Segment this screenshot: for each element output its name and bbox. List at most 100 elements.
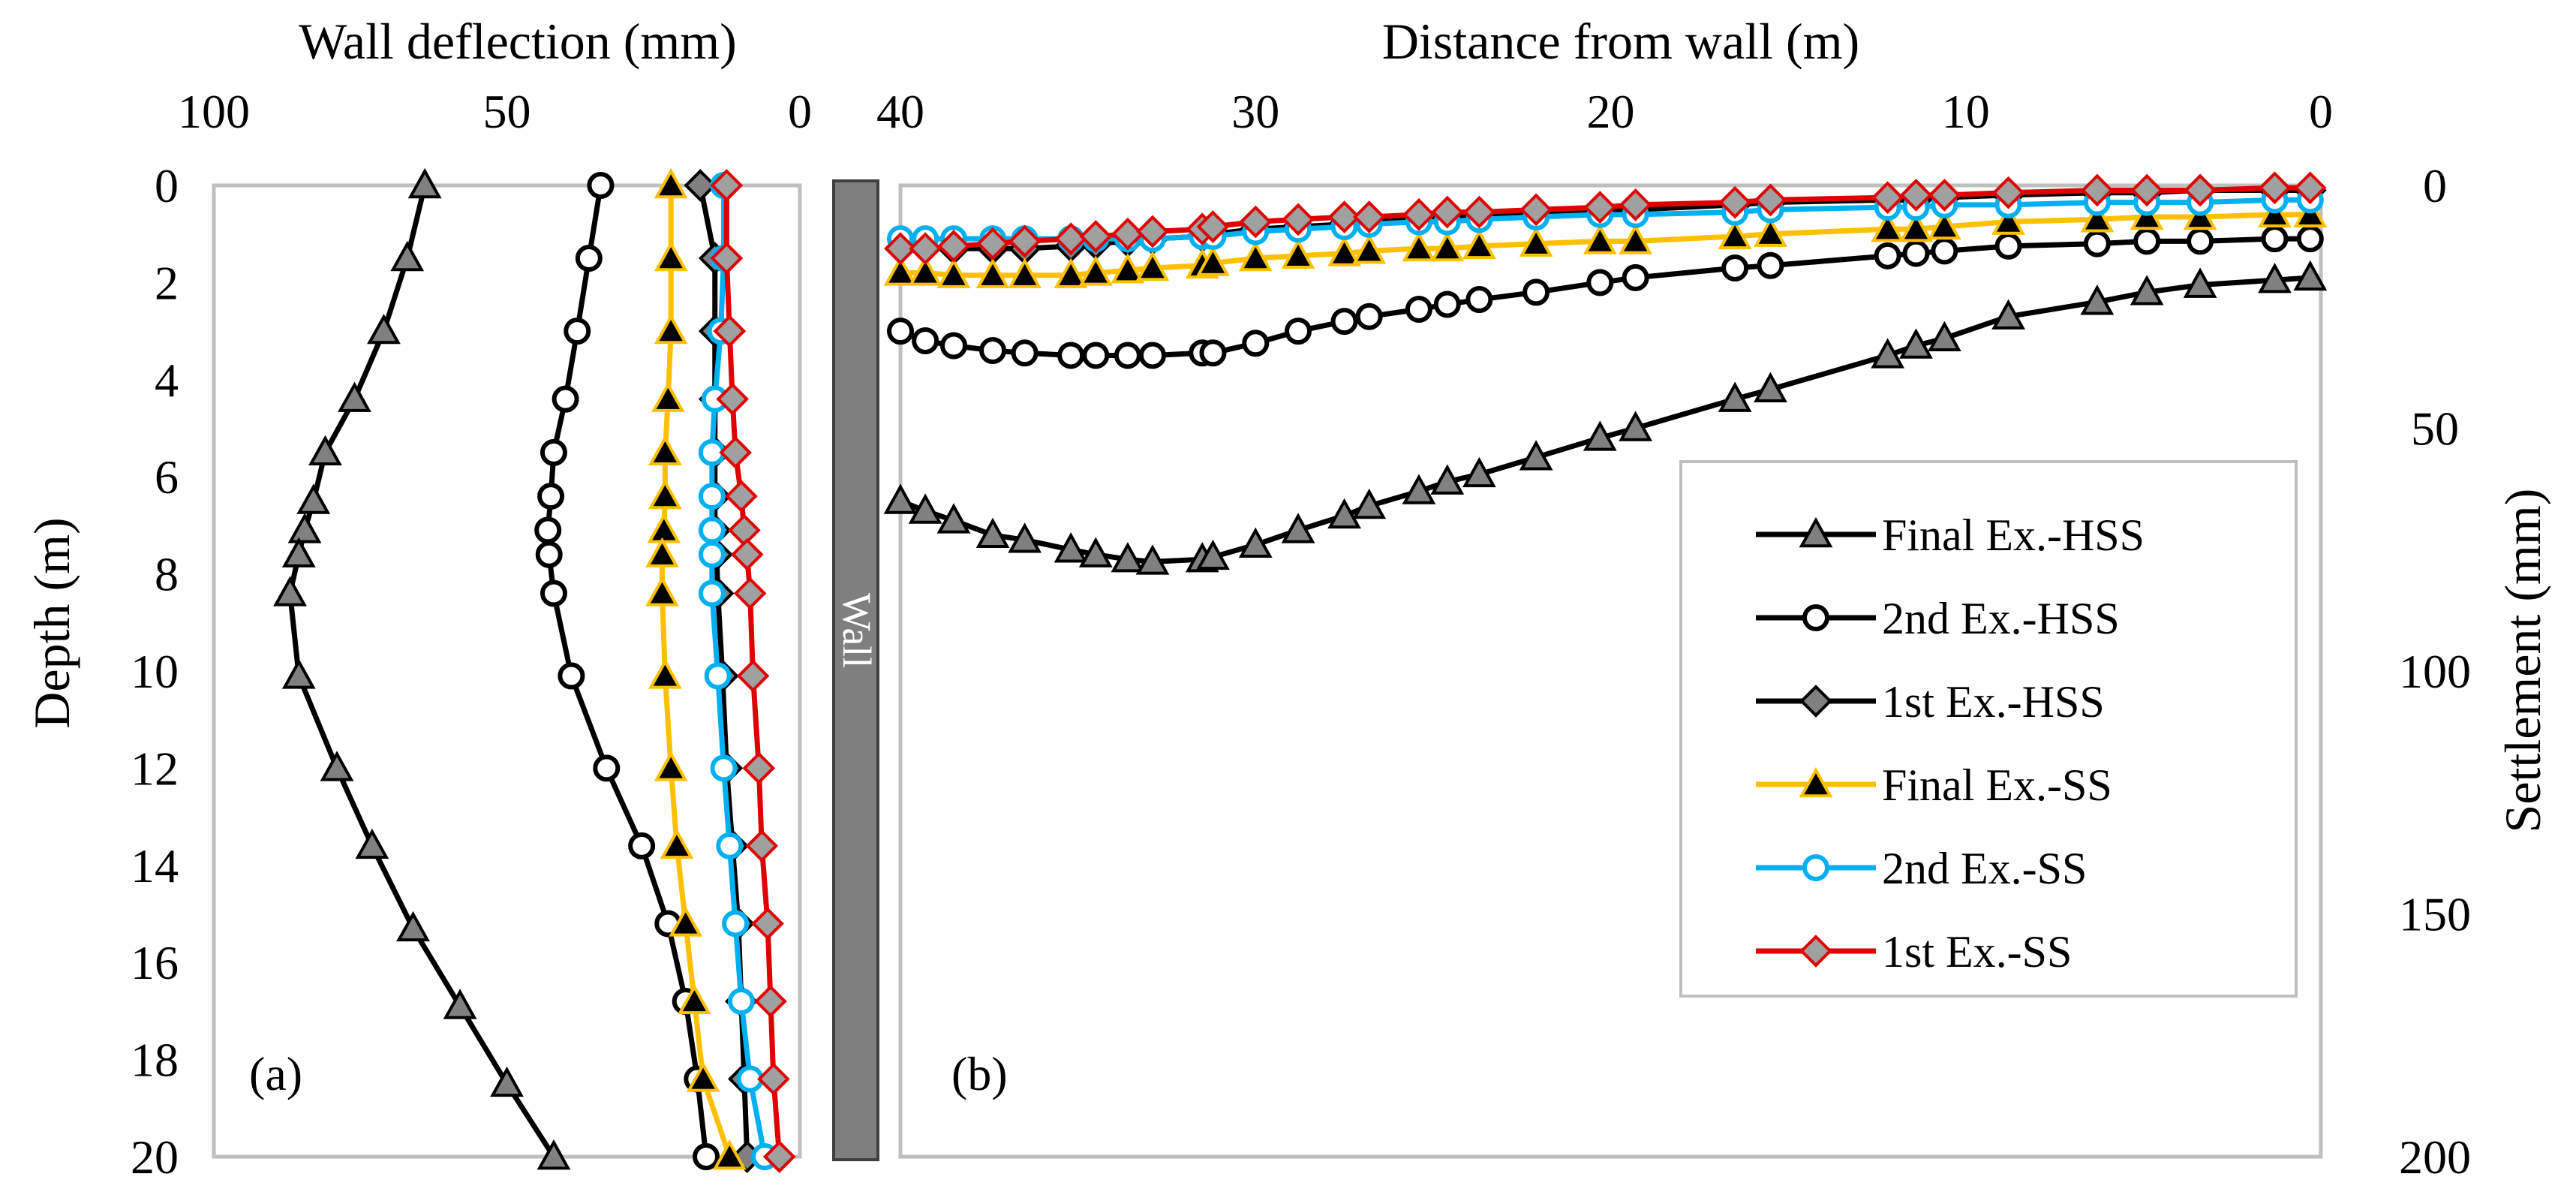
panel-b-point-1st-ex-ss [1196, 210, 1230, 243]
panel-b-point-2nd-ex-hss [1057, 342, 1085, 369]
panel-b-point-final-ex-ss [1008, 257, 1042, 288]
panel-b-point-2nd-ex-hss [2261, 225, 2289, 253]
panel-b-point-final-ex-hss [1054, 532, 1088, 563]
panel-a-line-final-ex-ss [659, 185, 732, 1158]
panel-b-point-final-ex-ss [1583, 224, 1617, 254]
panel-a-point-1st-ex-ss [754, 985, 787, 1018]
panel-b-point-1st-ex-ss [1239, 205, 1273, 239]
panel-b-point-final-ex-hss [1196, 539, 1230, 570]
panel-b-point-1st-ex-ss [1282, 203, 1315, 236]
panel-a-point-2nd-ex-ss [698, 579, 726, 607]
legend-marker-2nd-ex-ss [1802, 854, 1829, 881]
panel-b-point-2nd-ex-hss [1139, 342, 1167, 369]
panel-b-point-2nd-ex-hss [1902, 239, 1930, 267]
panel-b-point-final-ex-hss [1899, 328, 1933, 359]
panel-a-point-2nd-ex-hss [552, 385, 579, 413]
panel-b-point-final-ex-ss [1238, 240, 1273, 272]
panel-b-point-final-ex-ss [1619, 224, 1653, 254]
panel-b-y-axis-title: Settlement (mm) [2494, 489, 2551, 833]
panel-a-point-2nd-ex-ss [716, 832, 744, 859]
panel-a-y-tick: 16 [131, 936, 179, 989]
panel-b-point-1st-ex-ss [937, 230, 970, 263]
panel-a-point-final-ex-hss [273, 576, 307, 607]
panel-b-point-final-ex-hss [883, 483, 918, 514]
panel-b-point-final-ex-hss [1718, 381, 1752, 412]
panel-b-point-2nd-ex-hss [1082, 342, 1110, 369]
panel-a-point-2nd-ex-ss [722, 910, 750, 938]
panel-b-point-final-ex-hss [1402, 474, 1436, 504]
panel-a-y-tick: 20 [131, 1130, 179, 1184]
panel-b-point-1st-ex-ss [1352, 200, 1386, 233]
panel-b-point-final-ex-ss [908, 255, 942, 286]
panel-b-point-1st-ex-ss [2258, 171, 2292, 205]
wall [832, 179, 879, 1161]
panel-a-point-final-ex-ss [654, 313, 688, 345]
panel-b-point-final-ex-ss [975, 257, 1010, 288]
panel-a-point-1st-ex-ss [751, 907, 784, 941]
panel-a-y-tick: 14 [131, 839, 179, 892]
panel-a-y-tick: 2 [155, 256, 179, 309]
panel-b-point-1st-ex-ss [1402, 197, 1435, 231]
panel-b-point-1st-ex-ss [2081, 173, 2114, 207]
panel-b-point-2nd-ex-hss [1622, 263, 1649, 291]
panel-a-point-final-ex-hss [296, 483, 331, 514]
panel-b-point-final-ex-ss [1054, 257, 1088, 288]
panel-b-point-final-ex-ss [1462, 228, 1496, 260]
panel-b-x-axis-title: Distance from wall (m) [1382, 13, 1859, 70]
panel-b-point-final-ex-hss [2080, 284, 2115, 315]
panel-a-line-1st-ex-ss [723, 185, 783, 1157]
panel-a-point-1st-ex-ss [762, 1140, 796, 1173]
panel-b-point-1st-ex-ss [1327, 200, 1361, 233]
panel-a-point-1st-ex-ss [730, 537, 764, 571]
panel-a-frame [212, 183, 802, 1159]
panel-a-y-tick: 6 [155, 450, 179, 504]
panel-b-point-final-ex-hss [936, 503, 971, 534]
panel-a-point-final-ex-ss [645, 537, 679, 567]
panel-b-point-final-ex-ss [936, 257, 971, 288]
panel-b-point-1st-ex-ss [2130, 173, 2163, 207]
panel-b-point-1st-ex-ss [1079, 220, 1113, 253]
panel-a-line-2nd-ex-hss [545, 185, 709, 1157]
legend-marker-1st-ex-hss [1799, 685, 1832, 718]
panel-a-point-final-ex-ss [678, 983, 711, 1015]
panel-b-point-1st-ex-ss [909, 232, 942, 265]
panel-a-point-final-ex-ss [712, 1139, 747, 1170]
panel-b-point-1st-ex-ss [1928, 179, 1961, 212]
panel-b-point-final-ex-ss [1430, 230, 1465, 262]
panel-a-point-2nd-ex-ss [704, 662, 732, 690]
panel-a-point-2nd-ex-ss [698, 483, 726, 510]
panel-b-point-2nd-ex-hss [1994, 232, 2022, 260]
panel-b-point-final-ex-ss [1754, 216, 1787, 247]
panel-b-point-final-ex-hss [2293, 260, 2328, 291]
panel-b-point-final-ex-hss [2258, 263, 2292, 293]
panel-a-point-2nd-ex-hss [540, 579, 567, 607]
panel-b-point-1st-ex-ss [1583, 191, 1617, 224]
legend-box [1679, 460, 2298, 998]
panel-a-point-1st-ex-ss [716, 382, 750, 416]
panel-b-x-tick: 20 [1587, 85, 1635, 138]
panel-b-point-2nd-ex-hss [912, 327, 939, 355]
panel-a-point-final-ex-hss [367, 313, 401, 345]
panel-b-point-final-ex-hss [1078, 537, 1113, 567]
panel-a-y-tick: 10 [131, 645, 179, 698]
panel-b-point-final-ex-ss [1402, 230, 1436, 262]
panel-a-point-final-ex-ss [654, 751, 688, 781]
panel-b-point-1st-ex-ss [884, 232, 917, 265]
panel-a-x-tick: 50 [483, 85, 531, 138]
panel-a-point-2nd-ex-hss [693, 1143, 720, 1170]
panel-a-point-1st-ex-ss [725, 480, 758, 513]
panel-b-point-2nd-ex-hss [1433, 290, 1461, 318]
panel-a-y-tick: 12 [131, 742, 179, 795]
panel-b-point-2nd-ex-hss [1330, 308, 1358, 336]
panel-b-point-final-ex-ss [1991, 204, 2025, 235]
panel-a-point-1st-ex-ss [757, 1062, 790, 1096]
panel-b-point-final-ex-ss [1899, 212, 1933, 242]
panel-b-point-1st-ex-ss [1619, 188, 1652, 221]
panel-a-point-final-ex-hss [407, 167, 442, 199]
panel-b-point-final-ex-hss [1462, 456, 1496, 488]
panel-b-point-2nd-ex-hss [1586, 269, 1614, 296]
panel-b-point-2nd-ex-hss [2187, 227, 2214, 255]
panel-b-point-final-ex-ss [1927, 209, 1961, 240]
panel-a-point-final-ex-ss [654, 240, 688, 272]
panel-b-point-final-ex-ss [1196, 245, 1230, 276]
